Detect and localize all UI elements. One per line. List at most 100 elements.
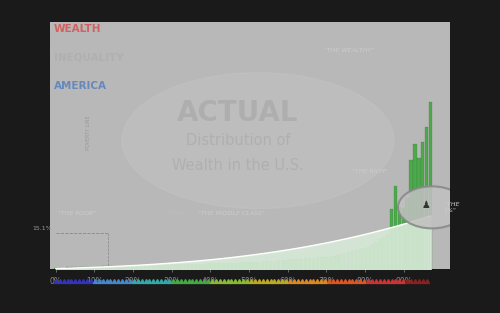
Bar [171,264,174,269]
Bar [164,265,167,269]
Bar [242,262,245,269]
Bar [343,253,346,269]
Text: "THE MIDDLE CLASS": "THE MIDDLE CLASS" [198,211,265,216]
Bar [202,264,206,269]
Bar [284,260,288,269]
Bar [257,262,260,269]
Bar [148,265,151,269]
Bar [320,257,323,269]
Bar [62,268,66,269]
Bar [156,265,159,269]
Bar [234,263,237,269]
Bar [402,208,405,269]
Bar [354,250,358,269]
Text: "THE POOR": "THE POOR" [58,211,96,216]
Bar [280,260,284,269]
Bar [168,264,170,269]
Bar [316,258,319,269]
Bar [304,258,308,269]
Bar [214,263,218,269]
Bar [187,264,190,269]
Bar [105,266,108,269]
Bar [206,264,210,269]
Bar [339,254,342,269]
Text: "THE WEALTHY": "THE WEALTHY" [324,48,374,53]
Bar [394,187,397,269]
Bar [272,260,276,269]
Bar [324,257,327,269]
Text: ACTUAL: ACTUAL [177,100,299,127]
Text: "THE
1%": "THE 1%" [444,202,460,213]
Bar [210,263,214,269]
Bar [370,244,374,269]
Bar [144,265,148,269]
Bar [194,264,198,269]
Ellipse shape [122,73,394,208]
Bar [175,264,178,269]
Text: 15.1%: 15.1% [32,226,52,231]
Bar [101,266,104,269]
Text: WEALTH: WEALTH [54,24,102,34]
Bar [140,265,143,269]
Bar [390,208,393,269]
Bar [124,266,128,269]
Text: INEQUALITY: INEQUALITY [54,53,124,63]
Bar [366,247,370,269]
Bar [136,265,140,269]
Bar [222,263,226,269]
Bar [89,267,92,269]
Bar [362,248,366,269]
Bar [190,264,194,269]
Bar [93,267,96,269]
Bar [128,266,132,269]
Bar [269,261,272,269]
Bar [70,267,73,269]
Bar [97,267,100,269]
Bar [86,267,88,269]
Bar [74,267,77,269]
Circle shape [398,186,466,228]
Bar [328,257,331,269]
Bar [253,262,256,269]
Bar [332,256,334,269]
Bar [132,265,136,269]
Bar [300,259,304,269]
Bar [288,259,292,269]
Bar [413,144,416,269]
Text: Wealth in the U.S.: Wealth in the U.S. [172,158,304,173]
Bar [112,266,116,269]
Text: REAL: REAL [110,211,126,216]
Text: THINK: THINK [166,211,188,216]
Bar [429,102,432,269]
Bar [386,234,390,269]
Bar [265,261,268,269]
Text: "THE RICH": "THE RICH" [352,169,388,174]
Bar [308,258,311,269]
Bar [183,264,186,269]
Bar [406,198,409,269]
Text: Distribution of: Distribution of [186,133,290,148]
Bar [54,268,58,269]
Bar [116,266,120,269]
Text: POVERTY LINE: POVERTY LINE [86,116,90,151]
Bar [82,267,85,269]
Bar [312,258,315,269]
Bar [374,242,378,269]
Bar [351,251,354,269]
Bar [230,263,233,269]
Bar [226,263,230,269]
Bar [78,267,81,269]
Bar [250,262,252,269]
Bar [296,259,300,269]
Bar [378,239,382,269]
Bar [160,265,163,269]
Bar [218,263,222,269]
Bar [292,259,296,269]
Bar [58,268,61,269]
Bar [120,266,124,269]
Bar [246,262,249,269]
Bar [261,261,264,269]
Bar [410,160,412,269]
Bar [417,158,420,269]
Bar [335,255,338,269]
